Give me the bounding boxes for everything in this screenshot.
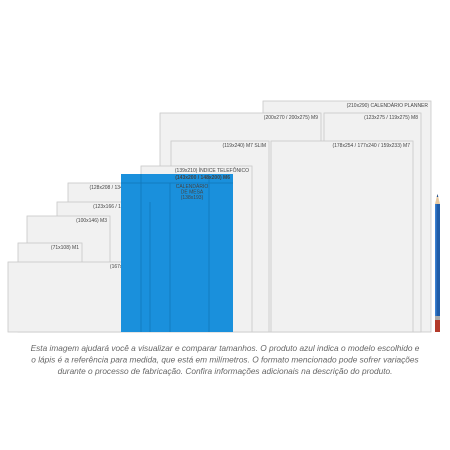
- size-label: (123x166 / 117x164) M4: [93, 204, 147, 210]
- size-label: (100x146) M3: [76, 218, 107, 224]
- size-rect: [7, 261, 142, 333]
- caption-line: Esta imagem ajudará você a visualizar e …: [31, 343, 420, 353]
- highlight-label: (143x200 / 148x200) M6: [175, 175, 230, 181]
- size-label: (71x108) M1: [51, 245, 79, 251]
- rects: (210x290) CALENDÁRIO PLANNER (200x270 / 2…: [7, 100, 432, 333]
- size-label: (123x275 / 119x275) M8: [364, 115, 418, 121]
- desk-calendar-label: (138x193): [181, 195, 204, 201]
- size-label: (178x254 / 177x240 / 159x233) M7: [332, 143, 410, 149]
- caption-line: o lápis é a referência para medida, que …: [31, 355, 418, 365]
- caption-line: durante o processo de fabricação. Confir…: [58, 366, 393, 376]
- size-label: (210x290) CALENDÁRIO PLANNER: [347, 102, 429, 109]
- size-rect: [270, 140, 414, 333]
- pencil: [435, 194, 440, 332]
- size-label: (139x210) ÍNDICE TELEFÔNICO: [175, 167, 249, 174]
- highlight-rect: [121, 174, 233, 332]
- desk-calendar-label: CALENDÁRIO: [176, 183, 209, 190]
- desk-calendar-label: DE MESA: [181, 190, 204, 196]
- size-label: (200x270 / 200x275) M9: [264, 115, 318, 121]
- size-label: (119x240) M7 SLIM: [222, 143, 266, 149]
